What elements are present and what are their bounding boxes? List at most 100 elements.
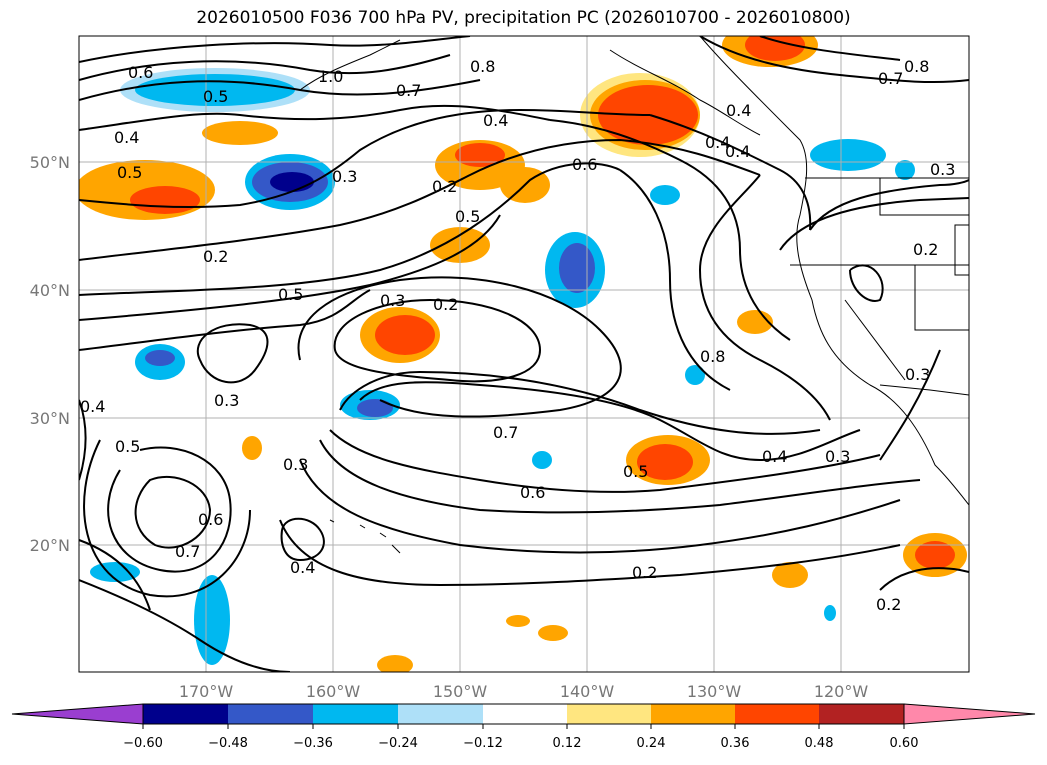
- precip-neg-area: [559, 243, 595, 293]
- contour-label: 0.2: [632, 563, 657, 582]
- state-border: [879, 178, 969, 216]
- contour-label-layer: 0.6 1.0 0.8 0.7 0.5 0.4 0.5 0.3 0.2 0.4 …: [80, 57, 955, 614]
- contour-label: 0.5: [115, 437, 140, 456]
- north-america-coastline: [699, 36, 969, 506]
- precip-pos-area: [915, 541, 955, 569]
- map-area: 0.6 1.0 0.8 0.7 0.5 0.4 0.5 0.3 0.2 0.4 …: [79, 36, 969, 672]
- pv-contour: [79, 162, 621, 296]
- pv-contour: [759, 36, 901, 61]
- contour-label: 0.2: [432, 177, 457, 196]
- lat-label: 20°N: [30, 536, 70, 555]
- lat-label: 30°N: [30, 409, 70, 428]
- precip-neg-area: [194, 575, 230, 665]
- state-border: [954, 224, 969, 276]
- pv-contour: [279, 519, 901, 587]
- coastline-layer: [299, 36, 969, 554]
- precip-pos-area: [455, 143, 505, 167]
- colorbar-segment: [398, 704, 483, 724]
- mexico-border: [879, 384, 969, 396]
- contour-label: 0.6: [198, 510, 223, 529]
- pv-contour: [849, 264, 884, 302]
- colorbar-segment: [819, 704, 904, 724]
- contour-label: 0.5: [203, 87, 228, 106]
- contour-label: 0.3: [214, 391, 239, 410]
- colorbar-tick-label: −0.12: [463, 736, 503, 751]
- colorbar-extend-min: [11, 703, 144, 725]
- contour-label: 0.6: [572, 155, 597, 174]
- pv-contour: [79, 108, 651, 209]
- lon-label: 140°W: [560, 682, 615, 701]
- colorbar-segment: [567, 704, 651, 724]
- lon-label: 130°W: [687, 682, 742, 701]
- pv-contour: [698, 174, 831, 421]
- precip-pos-area: [745, 36, 805, 61]
- state-border: [844, 299, 906, 381]
- pv-contour: [79, 214, 501, 321]
- precip-pos-area: [375, 315, 435, 355]
- pv-contour: [79, 138, 761, 261]
- lat-axis-labels: 50°N 40°N 30°N 20°N: [30, 153, 70, 555]
- pv-contour: [83, 439, 251, 598]
- contour-label: 0.7: [396, 81, 421, 100]
- pv-contour: [879, 567, 969, 591]
- colorbar-tick-label: 0.60: [890, 736, 919, 751]
- precip-pos-area: [242, 436, 262, 460]
- precip-neg-area: [357, 399, 393, 417]
- contour-label: 0.7: [493, 423, 518, 442]
- pv-contour: [879, 349, 941, 461]
- contour-label: 0.3: [332, 167, 357, 186]
- pv-contour: [809, 179, 969, 231]
- colorbar-segment: [228, 704, 313, 724]
- precip-neg-area: [270, 172, 314, 192]
- colorbar-tick-label: 0.12: [553, 736, 582, 751]
- contour-label: 0.5: [623, 462, 648, 481]
- lon-label: 120°W: [814, 682, 869, 701]
- contour-label: 0.5: [278, 285, 303, 304]
- pv-contour: [359, 381, 861, 462]
- pv-contour: [297, 276, 622, 418]
- pv-contour: [79, 399, 87, 481]
- pv-contour: [619, 169, 731, 391]
- precip-neg-area: [532, 451, 552, 469]
- colorbar-tick-label: −0.48: [208, 736, 248, 751]
- contour-label: 0.5: [455, 207, 480, 226]
- precip-neg-area: [685, 365, 705, 385]
- hawaii-islands: [329, 519, 401, 554]
- pv-contour: [299, 459, 901, 554]
- colorbar-segment: [313, 704, 398, 724]
- lon-label: 150°W: [433, 682, 488, 701]
- colorbar-tick-label: −0.24: [378, 736, 418, 751]
- contour-label: 0.8: [700, 347, 725, 366]
- colorbar-ticks: [142, 724, 905, 729]
- precip-pos-area: [130, 186, 200, 214]
- lon-axis-labels: 170°W 160°W 150°W 140°W 130°W 120°W: [179, 682, 869, 701]
- precip-neg-area: [895, 160, 915, 180]
- contour-label: 0.4: [762, 447, 787, 466]
- pv-contour: [79, 539, 151, 611]
- colorbar-tick-label: 0.48: [805, 736, 834, 751]
- pv-contour: [79, 54, 451, 81]
- contour-label: 0.3: [380, 291, 405, 310]
- colorbar-segment: [651, 704, 735, 724]
- contour-label: 0.3: [825, 447, 850, 466]
- colorbar-tick-label: 0.36: [721, 736, 750, 751]
- pv-contour: [329, 429, 881, 493]
- pv-contour-layer: [79, 36, 969, 672]
- figure-title: 2026010500 F036 700 hPa PV, precipitatio…: [196, 8, 851, 28]
- contour-label: 0.6: [520, 483, 545, 502]
- contour-label: 0.4: [725, 142, 750, 161]
- colorbar-segment: [483, 704, 567, 724]
- lat-label: 50°N: [30, 153, 70, 172]
- state-border: [914, 265, 969, 331]
- pv-contour: [79, 36, 471, 63]
- contour-label: 0.6: [128, 63, 153, 82]
- contour-label: 0.3: [283, 455, 308, 474]
- precip-pos-area: [637, 444, 693, 480]
- pv-contour: [79, 79, 481, 101]
- pv-contour: [134, 475, 212, 549]
- pv-contour: [779, 197, 969, 251]
- contour-label: 0.2: [433, 295, 458, 314]
- lat-label: 40°N: [30, 281, 70, 300]
- contour-label: 0.4: [290, 558, 315, 577]
- precip-neg-area: [650, 185, 680, 205]
